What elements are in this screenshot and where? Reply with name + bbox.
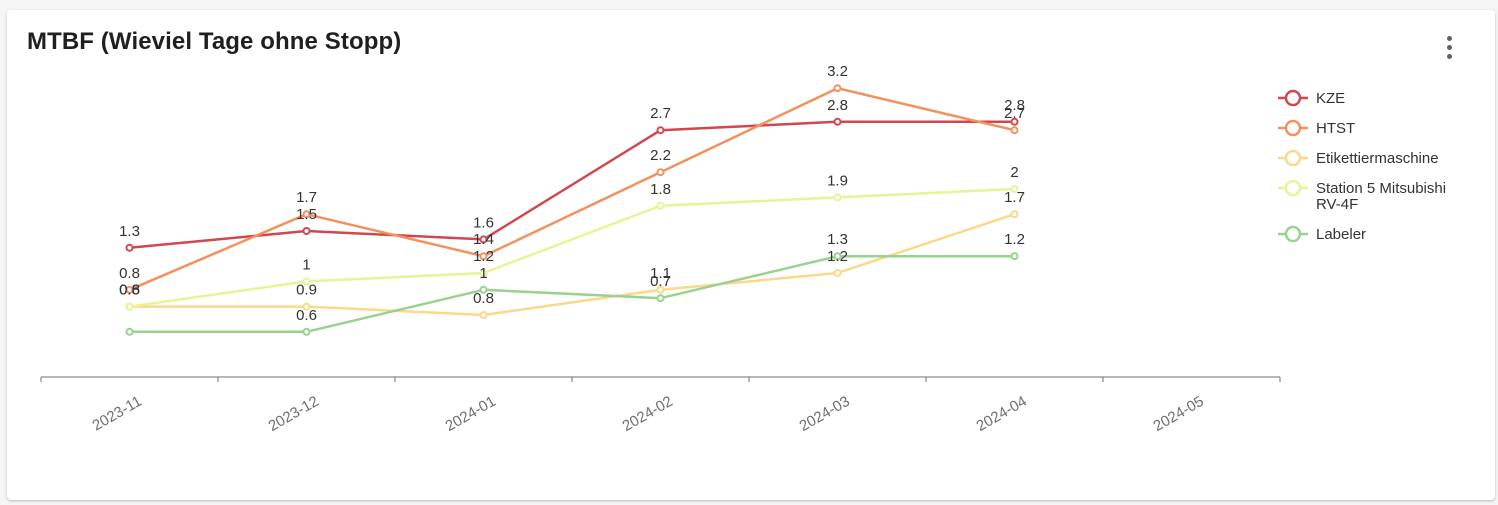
more-vertical-icon[interactable] (1435, 32, 1463, 62)
data-point (125, 285, 134, 294)
series-line-labeler (129, 254, 1015, 334)
data-label: 1.4 (473, 231, 494, 248)
data-label: 2.7 (1004, 105, 1025, 122)
data-point (479, 269, 488, 277)
data-label: 3.2 (827, 63, 848, 80)
data-label: 1.7 (296, 189, 317, 206)
data-label: 0.6 (296, 307, 317, 324)
data-point (479, 311, 488, 319)
data-point (656, 294, 665, 303)
data-label: 1.3 (827, 231, 848, 248)
data-point (302, 210, 311, 219)
data-point (479, 252, 488, 261)
data-label: 1 (479, 265, 487, 282)
data-point (302, 227, 311, 235)
legend-label: HTST (1316, 120, 1355, 137)
data-label: 0.6 (119, 282, 140, 299)
legend-label: KZE (1316, 90, 1345, 107)
data-point (479, 235, 488, 244)
data-label: 2.2 (650, 147, 671, 164)
data-label: 1.3 (119, 223, 140, 240)
x-tick-label: 2023-12 (266, 393, 322, 435)
data-label: 1.6 (473, 214, 494, 231)
legend-marker (1284, 89, 1302, 107)
data-label: 1.7 (1004, 189, 1025, 206)
data-point (479, 285, 488, 294)
data-point (833, 84, 842, 93)
data-label: 2.7 (650, 105, 671, 122)
data-label: 1.1 (650, 265, 671, 282)
data-point (833, 269, 842, 277)
data-point (656, 285, 665, 294)
data-point (1010, 126, 1019, 135)
x-tick-label: 2024-02 (620, 393, 676, 435)
data-label: 0.8 (119, 265, 140, 282)
data-point (833, 193, 842, 202)
data-label: 0.9 (296, 282, 317, 299)
data-point (302, 277, 311, 286)
chart-card: MTBF (Wieviel Tage ohne Stopp) (7, 10, 1495, 500)
data-label: 1.5 (296, 206, 317, 223)
data-label: 2.8 (827, 97, 848, 114)
legend-marker (1284, 149, 1302, 167)
data-point (656, 126, 665, 135)
data-label: 1 (302, 256, 310, 273)
legend-label: Etikettiermaschine (1316, 150, 1439, 167)
data-point (833, 117, 842, 126)
legend-marker (1284, 225, 1302, 243)
data-point (1010, 252, 1019, 261)
legend-label: Labeler (1316, 226, 1366, 243)
series-line-kze (129, 120, 1015, 250)
data-point (833, 252, 842, 261)
data-point (1010, 185, 1019, 193)
data-label: 2.8 (1004, 97, 1025, 114)
series-line-htst (129, 86, 1015, 291)
x-tick-label: 2024-01 (443, 393, 499, 435)
legend-marker (1284, 119, 1302, 137)
data-point (125, 327, 134, 336)
data-label: 2 (1010, 164, 1018, 181)
legend-label: Station 5 Mitsubishi RV-4F (1316, 180, 1446, 213)
data-label: 1.2 (473, 248, 494, 265)
data-label: 0.7 (650, 273, 671, 290)
data-label: 1.9 (827, 172, 848, 189)
data-label: 1.8 (650, 181, 671, 198)
data-point (302, 302, 311, 311)
data-point (1010, 117, 1019, 126)
data-point (656, 201, 665, 210)
data-point (1010, 210, 1019, 219)
legend-marker (1284, 179, 1302, 197)
series-line-etikettiermaschine (129, 213, 1015, 317)
card-title: MTBF (Wieviel Tage ohne Stopp) (27, 28, 402, 55)
data-label: 0.8 (473, 290, 494, 307)
series-line-station-5-mitsubishi-rv-4f (129, 187, 1015, 308)
data-point (656, 168, 665, 177)
data-label: 1.2 (1004, 231, 1025, 248)
data-label: 1.2 (827, 248, 848, 265)
x-tick-label: 2024-04 (974, 393, 1030, 435)
x-tick-label: 2024-03 (797, 393, 853, 435)
x-tick-label: 2023-11 (89, 393, 144, 435)
data-point (125, 243, 134, 252)
data-point (302, 327, 311, 336)
data-label: 0.8 (119, 282, 140, 299)
data-point (125, 302, 134, 311)
x-tick-label: 2024-05 (1151, 393, 1207, 435)
